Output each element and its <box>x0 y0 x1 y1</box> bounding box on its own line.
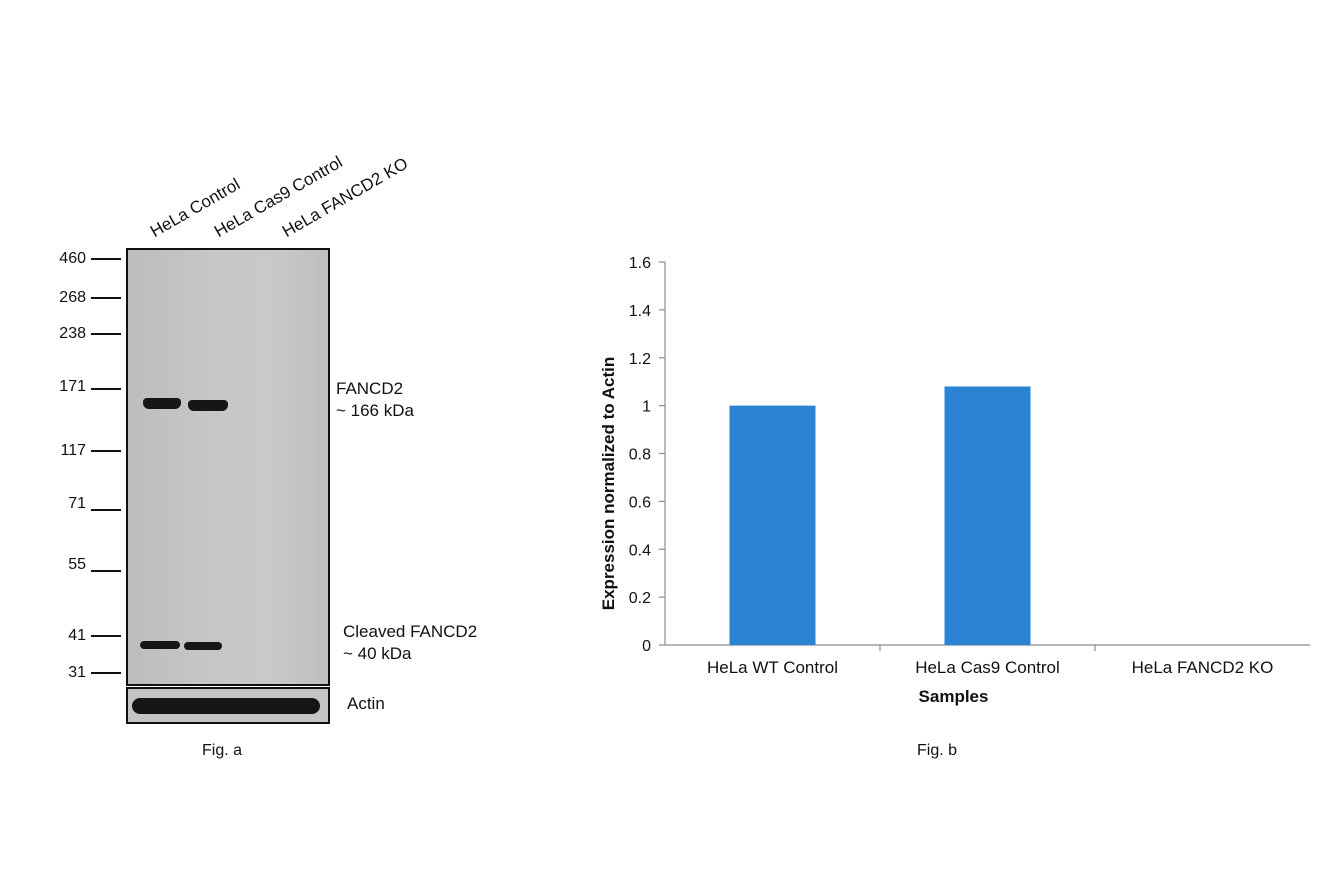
bar <box>944 386 1031 645</box>
figure-caption-a: Fig. a <box>202 742 243 759</box>
mw-tick-460 <box>91 258 121 260</box>
band-label-cleaved-name: Cleaved FANCD2 <box>343 622 478 641</box>
band-cleaved-fancd2-lane-2 <box>184 642 222 650</box>
x-tick-label: HeLa FANCD2 KO <box>1132 658 1274 677</box>
y-tick-label: 0.6 <box>629 494 651 511</box>
y-tick-label: 0.8 <box>629 447 651 464</box>
figure-caption-b: Fig. b <box>917 742 958 759</box>
mw-tick-171 <box>91 388 121 390</box>
actin-blot-strip <box>126 687 330 724</box>
mw-label-55: 55 <box>68 556 86 573</box>
y-tick-label: 1.6 <box>629 255 651 272</box>
y-tick-label: 1 <box>642 399 651 416</box>
x-tick-label: HeLa Cas9 Control <box>915 658 1060 677</box>
mw-tick-41 <box>91 635 121 637</box>
band-actin <box>132 698 320 714</box>
mw-tick-71 <box>91 509 121 511</box>
mw-tick-31 <box>91 672 121 674</box>
band-label-actin: Actin <box>347 694 385 713</box>
mw-tick-268 <box>91 297 121 299</box>
mw-label-460: 460 <box>59 250 86 267</box>
mw-tick-55 <box>91 570 121 572</box>
mw-label-171: 171 <box>59 378 86 395</box>
y-tick-label: 1.2 <box>629 351 651 368</box>
band-fancd2-lane-2 <box>188 400 228 411</box>
band-label-fancd2: FANCD2 ~ 166 kDa <box>336 378 414 422</box>
x-tick-label: HeLa WT Control <box>707 658 838 677</box>
mw-label-31: 31 <box>68 664 86 681</box>
mw-label-238: 238 <box>59 325 86 342</box>
y-tick-label: 0.2 <box>629 590 651 607</box>
band-label-cleaved-size: ~ 40 kDa <box>343 644 412 663</box>
band-fancd2-lane-1 <box>143 398 181 409</box>
mw-label-41: 41 <box>68 627 86 644</box>
band-cleaved-fancd2-lane-1 <box>140 641 180 649</box>
band-label-fancd2-size: ~ 166 kDa <box>336 401 414 420</box>
blot-membrane <box>126 248 330 686</box>
y-tick-label: 0 <box>642 638 651 655</box>
mw-label-71: 71 <box>68 495 86 512</box>
band-label-cleaved-fancd2: Cleaved FANCD2 ~ 40 kDa <box>343 621 477 665</box>
y-axis-title: Expression normalized to Actin <box>599 357 618 610</box>
mw-label-117: 117 <box>60 442 86 459</box>
band-label-fancd2-name: FANCD2 <box>336 379 404 398</box>
y-tick-label: 0.4 <box>629 542 651 559</box>
y-tick-label: 1.4 <box>629 303 651 320</box>
bar <box>729 405 816 645</box>
mw-tick-117 <box>91 450 121 452</box>
mw-label-268: 268 <box>59 289 86 306</box>
mw-tick-238 <box>91 333 121 335</box>
x-axis-title: Samples <box>919 687 989 706</box>
